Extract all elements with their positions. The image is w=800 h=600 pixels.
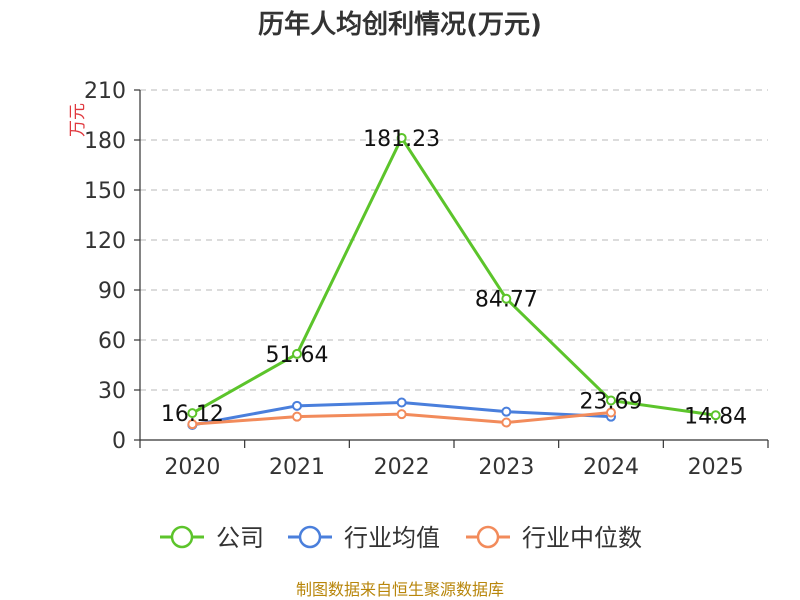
x-tick-label-2022: 2022 xyxy=(374,455,430,480)
y-tick-label: 90 xyxy=(98,279,126,304)
legend-item-行业均值[interactable]: 行业均值 xyxy=(288,524,440,552)
data-point-行业中位数-2024[interactable] xyxy=(606,407,616,418)
data-point-公司-2020[interactable] xyxy=(187,408,198,419)
data-point-行业均值-2022[interactable] xyxy=(396,397,407,408)
legend-item-公司[interactable]: 公司 xyxy=(160,524,264,552)
series-line-公司 xyxy=(191,136,716,417)
y-tick-label: 0 xyxy=(112,429,126,454)
x-tick-label-2025: 2025 xyxy=(688,455,744,480)
y-tick-label: 150 xyxy=(84,179,126,204)
legend-marker xyxy=(476,525,500,549)
y-axis-label: 万元 xyxy=(68,103,88,137)
data-label-2020: 16.12 xyxy=(161,402,224,427)
data-label-2024: 23.69 xyxy=(580,390,643,415)
legend-marker xyxy=(170,525,194,549)
data-point-行业均值-2023[interactable] xyxy=(501,406,512,417)
legend-marker xyxy=(298,525,322,549)
legend-label: 公司 xyxy=(216,524,264,552)
grid-lines xyxy=(140,89,768,391)
data-point-公司-2025[interactable] xyxy=(710,410,721,421)
x-tick-label-2020: 2020 xyxy=(164,455,220,480)
source-note: 制图数据来自恒生聚源数据库 xyxy=(296,580,504,599)
y-tick-label: 180 xyxy=(84,129,126,154)
y-tick-label: 210 xyxy=(84,79,126,104)
data-point-公司-2022[interactable] xyxy=(396,132,407,143)
legend-label: 行业均值 xyxy=(344,524,440,552)
x-tick-label-2024: 2024 xyxy=(583,455,639,480)
x-tick-label-2021: 2021 xyxy=(269,455,325,480)
data-point-公司-2024[interactable] xyxy=(606,395,616,406)
data-point-公司-2023[interactable] xyxy=(501,293,512,304)
data-label-2023: 84.77 xyxy=(475,288,538,313)
legend-item-行业中位数[interactable]: 行业中位数 xyxy=(466,524,642,552)
data-point-行业中位数-2021[interactable] xyxy=(292,411,302,422)
data-label-2022: 181.23 xyxy=(363,127,440,152)
data-point-行业中位数-2022[interactable] xyxy=(396,409,407,420)
y-tick-label: 120 xyxy=(84,229,126,254)
axes: 0 30 60 90 120 150 180 210 2020 2021 2022 2023 2024 2… xyxy=(84,79,769,480)
y-tick-label: 30 xyxy=(98,379,126,404)
data-point-行业均值-2021[interactable] xyxy=(292,400,302,411)
x-tick-label-2023: 2023 xyxy=(478,455,534,480)
data-point-行业中位数-2023[interactable] xyxy=(501,417,512,428)
legend-label: 行业中位数 xyxy=(522,524,642,552)
data-point-行业中位数-2020[interactable] xyxy=(187,419,198,430)
data-label-2021: 51.64 xyxy=(266,343,329,368)
data-labels: 16.12 51.64 181.23 84.77 23.69 14.84 xyxy=(161,127,747,429)
legend[interactable]: 公司 行业均值 行业中位数 xyxy=(160,524,642,552)
data-point-公司-2021[interactable] xyxy=(292,348,302,359)
chart-title: 历年人均创利情况(万元) xyxy=(258,9,542,40)
y-tick-label: 60 xyxy=(98,329,126,354)
data-label-2025: 14.84 xyxy=(684,404,747,429)
series-group xyxy=(187,132,721,430)
